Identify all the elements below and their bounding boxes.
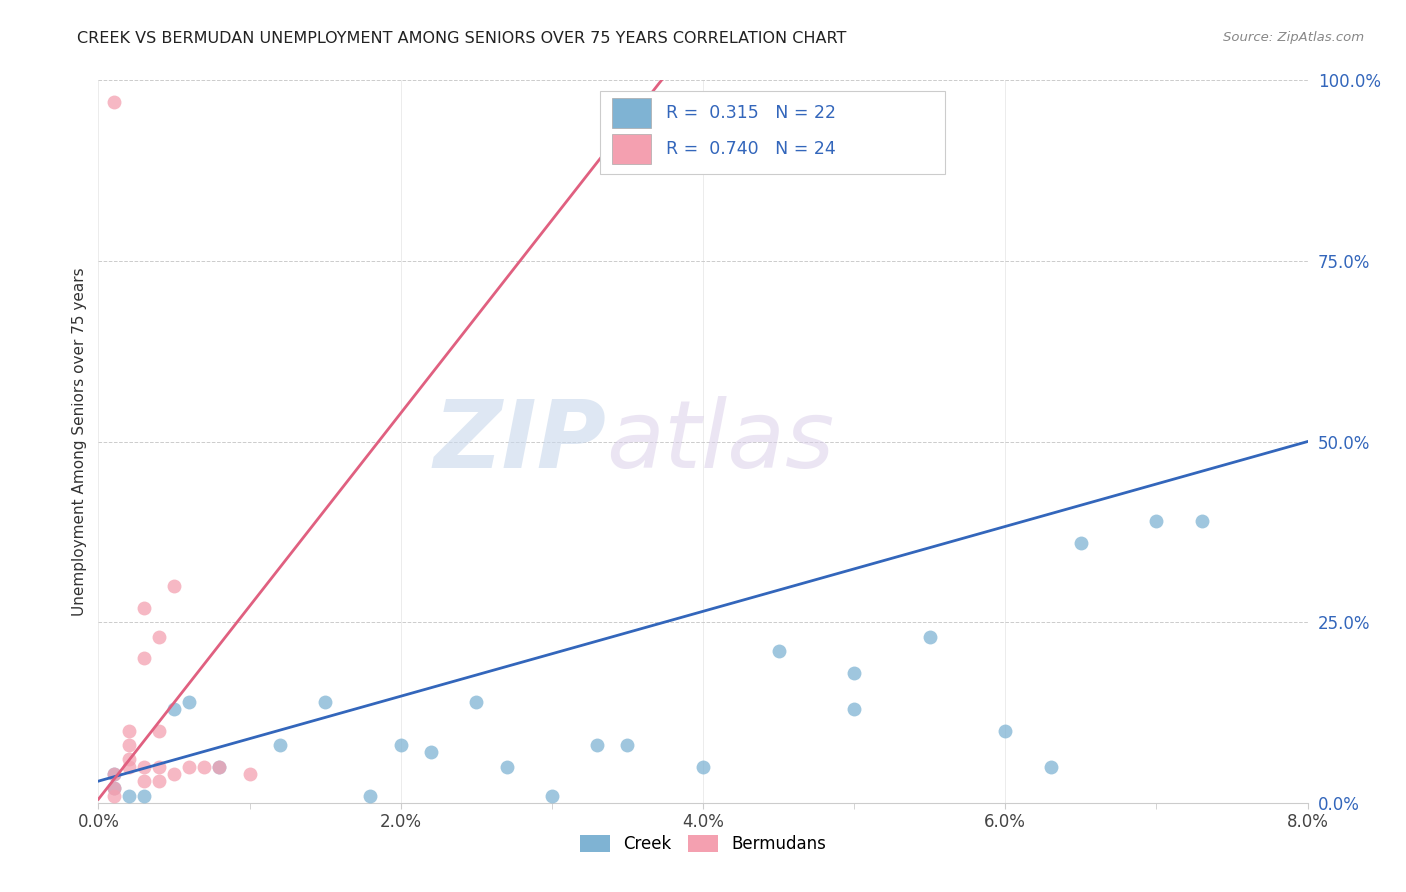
Point [465,695,488,709]
Point [420,745,443,759]
Point [692,760,714,774]
Point [103,781,125,796]
Point [768,644,790,658]
Point [163,579,186,593]
Point [616,95,638,109]
Point [118,752,141,766]
Text: Source: ZipAtlas.com: Source: ZipAtlas.com [1223,31,1364,45]
Point [1191,514,1213,528]
Text: atlas: atlas [606,396,835,487]
Point [269,738,291,752]
Point [1146,514,1168,528]
Point [163,767,186,781]
Point [103,789,125,803]
Text: CREEK VS BERMUDAN UNEMPLOYMENT AMONG SENIORS OVER 75 YEARS CORRELATION CHART: CREEK VS BERMUDAN UNEMPLOYMENT AMONG SEN… [77,31,846,46]
Point [148,630,170,644]
Text: R =  0.315   N = 22: R = 0.315 N = 22 [665,103,835,122]
Point [540,789,562,803]
Point [163,702,186,716]
Point [103,95,125,109]
Point [918,630,941,644]
Point [360,789,382,803]
Point [118,723,141,738]
Point [586,738,609,752]
Point [148,723,170,738]
FancyBboxPatch shape [613,134,651,164]
Point [118,760,141,774]
Point [1070,535,1092,549]
Legend: Creek, Bermudans: Creek, Bermudans [574,828,832,860]
Point [314,695,336,709]
Point [103,767,125,781]
Point [148,774,170,789]
Point [208,760,231,774]
FancyBboxPatch shape [600,91,945,174]
Point [495,760,517,774]
Point [208,760,231,774]
Text: R =  0.740   N = 24: R = 0.740 N = 24 [665,140,835,158]
Point [132,789,155,803]
Point [994,723,1017,738]
Point [844,665,866,680]
Point [132,774,155,789]
FancyBboxPatch shape [613,97,651,128]
Point [193,760,215,774]
Point [179,695,201,709]
Point [602,95,624,109]
Point [103,767,125,781]
Point [179,760,201,774]
Point [616,738,638,752]
Point [239,767,262,781]
Point [844,702,866,716]
Point [132,760,155,774]
Point [132,600,155,615]
Text: ZIP: ZIP [433,395,606,488]
Point [1039,760,1062,774]
Point [118,789,141,803]
Point [148,760,170,774]
Point [103,781,125,796]
Point [389,738,412,752]
Point [118,738,141,752]
Y-axis label: Unemployment Among Seniors over 75 years: Unemployment Among Seniors over 75 years [72,268,87,615]
Point [132,651,155,665]
